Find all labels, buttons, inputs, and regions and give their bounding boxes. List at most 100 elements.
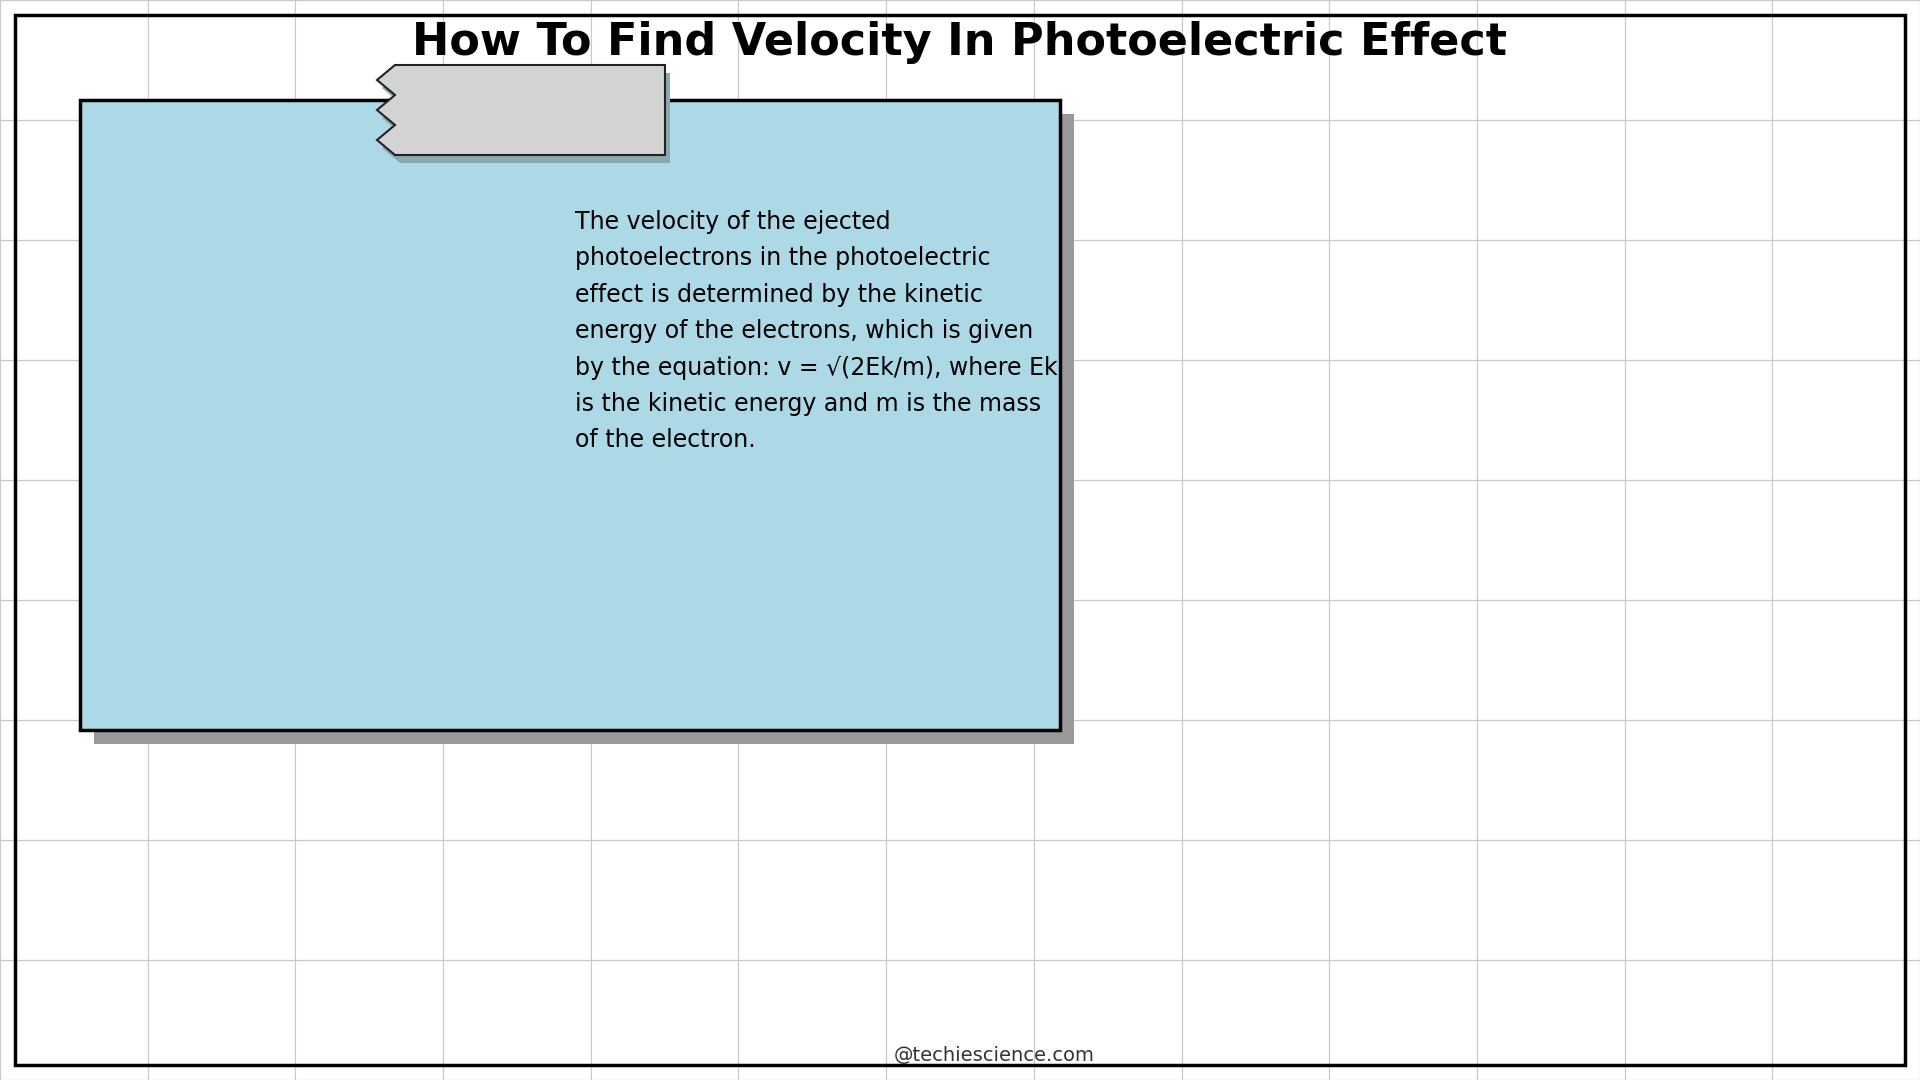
Bar	[444, 840, 591, 960]
Bar	[0, 600, 148, 720]
Bar	[0, 0, 148, 120]
Bar	[1624, 0, 1772, 120]
Bar	[591, 240, 739, 360]
Bar	[148, 240, 296, 360]
Bar	[1772, 0, 1920, 120]
Polygon shape	[382, 73, 670, 163]
Bar	[1181, 960, 1329, 1080]
Bar	[1181, 360, 1329, 480]
Bar	[887, 120, 1033, 240]
Bar	[0, 480, 148, 600]
Bar	[1772, 360, 1920, 480]
Bar	[1181, 0, 1329, 120]
Bar	[1772, 600, 1920, 720]
Bar	[591, 0, 739, 120]
Bar	[1476, 480, 1624, 600]
Bar	[887, 720, 1033, 840]
Bar	[591, 120, 739, 240]
Bar	[1772, 480, 1920, 600]
Bar	[1033, 120, 1181, 240]
Bar	[1772, 960, 1920, 1080]
Bar	[1329, 240, 1476, 360]
Bar	[1476, 720, 1624, 840]
Bar	[0, 720, 148, 840]
Bar	[148, 720, 296, 840]
Bar	[591, 840, 739, 960]
Bar	[148, 360, 296, 480]
Bar	[887, 600, 1033, 720]
Bar	[1476, 600, 1624, 720]
Bar	[1624, 240, 1772, 360]
Bar	[444, 720, 591, 840]
Bar	[1181, 600, 1329, 720]
Bar	[1624, 960, 1772, 1080]
Bar	[444, 960, 591, 1080]
Bar	[296, 840, 444, 960]
Bar	[444, 240, 591, 360]
Bar	[1033, 840, 1181, 960]
Bar	[1033, 720, 1181, 840]
Bar	[591, 360, 739, 480]
Bar	[148, 120, 296, 240]
Bar	[887, 360, 1033, 480]
Bar	[1624, 840, 1772, 960]
Bar	[739, 840, 887, 960]
Bar	[591, 480, 739, 600]
Bar	[148, 960, 296, 1080]
Bar	[887, 480, 1033, 600]
Bar	[1329, 840, 1476, 960]
Bar	[1624, 480, 1772, 600]
Text: How To Find Velocity In Photoelectric Effect: How To Find Velocity In Photoelectric Ef…	[413, 21, 1507, 64]
Bar	[296, 240, 444, 360]
Bar	[148, 0, 296, 120]
Bar	[1772, 840, 1920, 960]
Bar	[1476, 960, 1624, 1080]
Bar	[1476, 0, 1624, 120]
Bar	[1476, 120, 1624, 240]
Bar	[1329, 600, 1476, 720]
Bar	[1181, 840, 1329, 960]
Bar	[296, 120, 444, 240]
Bar	[1033, 600, 1181, 720]
Bar	[444, 600, 591, 720]
Bar	[1624, 720, 1772, 840]
Bar	[296, 0, 444, 120]
Bar	[148, 600, 296, 720]
Bar	[1624, 360, 1772, 480]
Bar	[1033, 240, 1181, 360]
Bar	[1181, 480, 1329, 600]
Bar	[0, 960, 148, 1080]
Bar	[1476, 360, 1624, 480]
Bar	[1181, 240, 1329, 360]
Bar	[296, 360, 444, 480]
Bar	[739, 960, 887, 1080]
Bar	[444, 360, 591, 480]
Bar	[887, 240, 1033, 360]
Bar	[1329, 0, 1476, 120]
Bar	[1181, 720, 1329, 840]
Bar	[739, 240, 887, 360]
Bar	[296, 720, 444, 840]
Bar	[1624, 120, 1772, 240]
Bar	[591, 720, 739, 840]
Bar	[1476, 840, 1624, 960]
Bar	[739, 360, 887, 480]
Bar	[81, 100, 1060, 730]
Bar	[296, 600, 444, 720]
Bar	[444, 480, 591, 600]
Bar	[1624, 600, 1772, 720]
Bar	[148, 480, 296, 600]
Bar	[739, 480, 887, 600]
Bar	[1772, 720, 1920, 840]
Bar	[444, 0, 591, 120]
Bar	[1329, 360, 1476, 480]
Bar	[1033, 0, 1181, 120]
Bar	[0, 120, 148, 240]
Bar	[591, 600, 739, 720]
Bar	[1033, 360, 1181, 480]
Bar	[0, 240, 148, 360]
Bar	[887, 960, 1033, 1080]
Bar	[0, 840, 148, 960]
Bar	[1329, 960, 1476, 1080]
Bar	[739, 0, 887, 120]
